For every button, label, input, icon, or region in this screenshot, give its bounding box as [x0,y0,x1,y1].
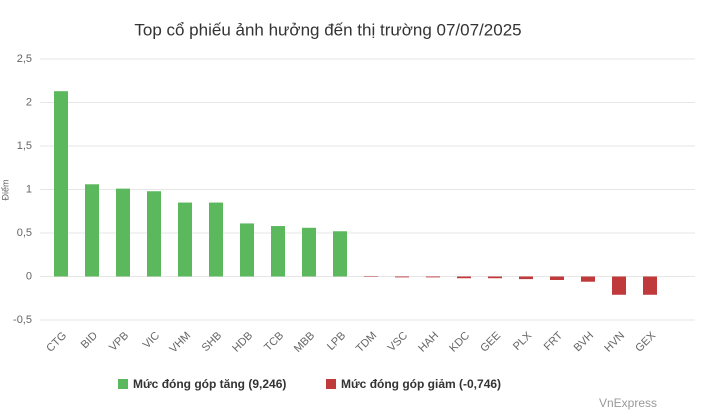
bar [550,276,564,280]
x-tick-label: FRT [542,329,566,353]
x-tick-label: GEE [478,330,503,355]
chart-title: Top cổ phiếu ảnh hưởng đến thị trường 07… [134,20,521,39]
x-tick-label: TDM [354,330,379,355]
bar [85,184,99,277]
y-tick-label: -0,5 [13,314,32,326]
y-tick-label: 2 [26,96,32,108]
x-tick-label: HDB [230,330,255,355]
bar [395,276,409,278]
legend-label: Mức đóng góp tăng (9,246) [133,377,286,391]
bar [333,231,347,277]
credit: VnExpress [599,396,657,410]
x-tick-label: HVN [602,330,627,355]
x-tick-label: VIC [141,330,162,351]
bar [426,276,440,278]
x-tick-label: PLX [511,329,535,353]
x-tick-label: HAH [416,330,441,355]
x-tick-label: SHB [200,330,224,354]
bar [271,226,285,277]
bar [643,276,657,295]
bar [519,276,533,280]
bar [612,276,626,295]
bar [457,276,471,279]
y-tick-label: 2,5 [17,53,32,65]
x-tick-label: VHM [167,330,193,356]
bar [240,223,254,277]
bar [178,202,192,277]
legend-swatch [118,379,128,389]
x-tick-label: GEX [633,329,658,354]
bar [302,227,316,277]
x-tick-label: KDC [447,330,472,355]
x-tick-label: BVH [572,330,597,355]
x-tick-label: VPB [107,330,131,354]
y-tick-label: 0,5 [17,227,32,239]
bar [488,276,502,279]
legend-label: Mức đóng góp giảm (-0,746) [341,377,501,391]
x-tick-label: CTG [44,330,69,355]
y-tick-label: 1 [26,183,32,195]
x-tick-label: VSC [386,330,411,355]
x-tick-label: BID [79,330,100,351]
bar [54,91,68,277]
y-tick-label: 1,5 [17,140,32,152]
y-tick-label: 0 [26,270,32,282]
x-tick-label: LPB [325,330,348,353]
bar [209,202,223,277]
x-tick-label: MBB [292,330,317,355]
legend-swatch [326,379,336,389]
y-axis-label: Điểm [0,179,10,200]
bar [116,188,130,277]
bar [581,276,595,282]
x-tick-label: TCB [262,330,286,354]
bar [147,191,161,277]
bar [364,276,378,277]
